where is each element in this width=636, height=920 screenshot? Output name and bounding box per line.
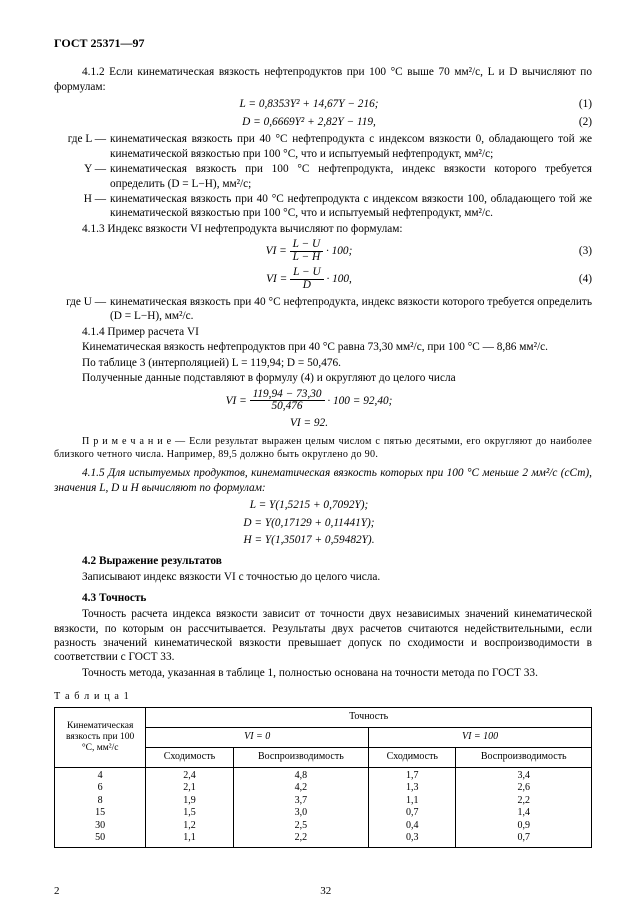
table-cell: 3,42,62,21,40,90,7: [456, 767, 592, 847]
para-4-3-b: Точность метода, указанная в таблице 1, …: [54, 666, 592, 680]
table-cell: 4,84,23,73,02,52,2: [233, 767, 368, 847]
equation-example-result: VI = 92.: [54, 416, 592, 430]
section-4-2: 4.2 Выражение результатов: [54, 554, 592, 568]
table-row: 4681530502,42,11,91,51,21,14,84,23,73,02…: [55, 767, 592, 847]
table-1: Кинематическая вязкость при 100 °С, мм²/…: [54, 707, 592, 847]
para-4-1-4-b: Кинематическая вязкость нефтепродуктов п…: [54, 340, 592, 354]
footer: 2 32: [54, 884, 592, 898]
equation-L2: L = Y(1,5215 + 0,7092Y);: [54, 498, 592, 512]
para-4-1-2: 4.1.2 Если кинематическая вязкость нефте…: [54, 65, 592, 94]
table-header-row-1: Кинематическая вязкость при 100 °С, мм²/…: [55, 708, 592, 728]
equation-H2: H = Y(1,35017 + 0,59482Y).: [54, 533, 592, 547]
equation-4: VI = L − U D · 100, (4): [54, 267, 592, 292]
equation-3: VI = L − U L − H · 100; (3): [54, 239, 592, 264]
th-vi100: VI = 100: [369, 728, 592, 748]
table-cell: 1,71,31,10,70,40,3: [369, 767, 456, 847]
equation-example: VI = 119,94 − 73,30 50,476 · 100 = 92,40…: [54, 389, 592, 414]
def-L: где L — кинематическая вязкость при 40 °…: [54, 132, 592, 161]
th-vo-0: Воспроизводимость: [233, 748, 368, 768]
equation-2: D = 0,6669Y² + 2,82Y − 119, (2): [54, 115, 592, 129]
table-label: Т а б л и ц а 1: [54, 690, 592, 703]
note: П р и м е ч а н и е — Если результат выр…: [54, 436, 592, 462]
page-number-center: 32: [54, 884, 592, 898]
th-sh-100: Сходимость: [369, 748, 456, 768]
para-4-1-4-title: 4.1.4 Пример расчета VI: [54, 325, 592, 339]
table-body: 4681530502,42,11,91,51,21,14,84,23,73,02…: [55, 767, 592, 847]
equation-D2: D = Y(0,17129 + 0,11441Y);: [54, 516, 592, 530]
def-U: где U — кинематическая вязкость при 40 °…: [54, 295, 592, 324]
th-vo-100: Воспроизводимость: [456, 748, 592, 768]
th-kinematic: Кинематическая вязкость при 100 °С, мм²/…: [55, 708, 146, 767]
def-H: H — кинематическая вязкость при 40 °С не…: [54, 192, 592, 221]
para-4-1-5: 4.1.5 Для испытуемых продуктов, кинемати…: [54, 466, 592, 495]
th-accuracy: Точность: [146, 708, 592, 728]
def-Y: Y — кинематическая вязкость при 100 °С н…: [54, 162, 592, 191]
table-cell: 468153050: [55, 767, 146, 847]
th-sh-0: Сходимость: [146, 748, 233, 768]
page: ГОСТ 25371—97 4.1.2 Если кинематическая …: [0, 0, 636, 920]
page-number-left: 2: [54, 884, 60, 898]
para-4-1-4-d: Полученные данные подставляют в формулу …: [54, 371, 592, 385]
gost-header: ГОСТ 25371—97: [54, 36, 592, 51]
th-vi0: VI = 0: [146, 728, 369, 748]
equation-1: L = 0,8353Y² + 14,67Y − 216; (1): [54, 97, 592, 111]
para-4-2: Записывают индекс вязкости VI с точность…: [54, 570, 592, 584]
section-4-3: 4.3 Точность: [54, 591, 592, 605]
para-4-3-a: Точность расчета индекса вязкости зависи…: [54, 607, 592, 665]
para-4-1-4-c: По таблице 3 (интерполяцией) L = 119,94;…: [54, 356, 592, 370]
table-cell: 2,42,11,91,51,21,1: [146, 767, 233, 847]
para-4-1-3: 4.1.3 Индекс вязкости VI нефтепродукта в…: [54, 222, 592, 236]
